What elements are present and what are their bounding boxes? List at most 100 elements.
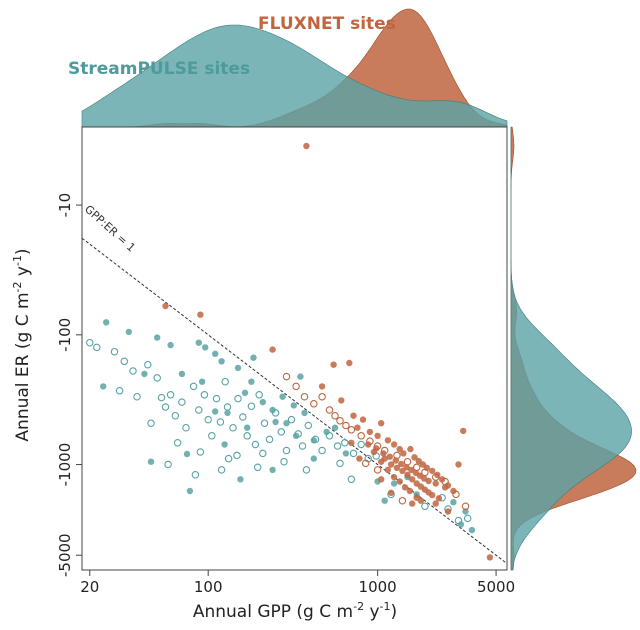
point-streampulse-filled <box>212 408 219 415</box>
point-fluxnet-filled <box>417 497 425 504</box>
point-fluxnet-filled <box>338 397 345 404</box>
point-streampulse-filled <box>301 409 308 417</box>
scatter-points <box>86 142 494 561</box>
point-fluxnet-filled <box>401 484 409 491</box>
point-streampulse-filled <box>195 339 202 346</box>
point-fluxnet-open <box>357 432 365 440</box>
point-streampulse-open <box>357 440 365 449</box>
point-streampulse-open <box>195 406 203 414</box>
point-streampulse-open <box>318 446 326 455</box>
legend-streampulse-label: StreamPULSE sites <box>68 59 250 79</box>
point-streampulse-filled <box>202 344 209 351</box>
point-fluxnet-open <box>403 457 412 466</box>
point-streampulse-open <box>182 423 190 432</box>
point-fluxnet-filled <box>404 471 411 478</box>
point-streampulse-open <box>454 516 463 525</box>
point-streampulse-open <box>259 449 267 458</box>
point-fluxnet-filled <box>432 500 439 507</box>
point-streampulse-open <box>251 440 260 449</box>
point-streampulse-open <box>229 423 237 432</box>
point-streampulse-open <box>217 466 226 474</box>
point-streampulse-open <box>260 419 269 427</box>
point-streampulse-open <box>93 343 101 352</box>
point-streampulse-open <box>255 391 263 399</box>
point-fluxnet-filled <box>486 554 494 561</box>
point-fluxnet-open <box>412 463 421 472</box>
point-streampulse-open <box>253 463 262 472</box>
point-fluxnet-open <box>318 392 326 401</box>
point-fluxnet-open <box>373 466 382 474</box>
point-fluxnet-filled <box>393 464 401 471</box>
point-fluxnet-open <box>461 502 470 511</box>
point-fluxnet-open <box>441 477 449 486</box>
point-fluxnet-open <box>398 496 407 505</box>
point-streampulse-open <box>247 402 256 410</box>
point-streampulse-open <box>178 398 186 406</box>
point-streampulse-open <box>341 439 349 447</box>
point-streampulse-filled <box>297 373 304 380</box>
point-streampulse-open <box>166 391 175 399</box>
point-fluxnet-filled <box>396 478 403 485</box>
point-streampulse-filled <box>248 378 255 385</box>
point-streampulse-open <box>298 442 307 450</box>
point-streampulse-open <box>239 413 247 421</box>
point-streampulse-filled <box>283 420 290 427</box>
point-streampulse-filled <box>154 334 161 341</box>
point-streampulse-open <box>463 514 472 523</box>
point-fluxnet-filled <box>407 445 414 453</box>
point-streampulse-filled <box>224 409 231 417</box>
y-tick-label: -10 <box>56 193 74 218</box>
point-streampulse-open <box>147 419 155 427</box>
point-streampulse-filled <box>259 398 266 406</box>
point-streampulse-open <box>234 394 242 403</box>
point-fluxnet-open <box>342 421 350 430</box>
point-streampulse-filled <box>147 458 155 465</box>
point-streampulse-open <box>173 439 182 447</box>
point-streampulse-filled <box>241 389 249 396</box>
point-fluxnet-filled <box>378 420 385 427</box>
point-fluxnet-filled <box>378 458 385 465</box>
point-fluxnet-filled <box>197 311 204 318</box>
point-streampulse-open <box>144 360 152 369</box>
point-streampulse-open <box>208 432 216 440</box>
point-streampulse-open <box>224 454 233 463</box>
point-streampulse-open <box>129 367 137 375</box>
point-streampulse-filled <box>381 497 388 504</box>
point-fluxnet-filled <box>350 412 357 419</box>
point-fluxnet-filled <box>441 484 449 491</box>
point-fluxnet-filled <box>435 495 443 502</box>
point-streampulse-open <box>336 459 344 468</box>
point-fluxnet-filled <box>365 441 372 448</box>
point-streampulse-open <box>189 382 198 391</box>
point-fluxnet-filled <box>384 466 392 474</box>
y-tick-label: -1000 <box>56 443 74 487</box>
x-tick-label: 5000 <box>477 578 515 596</box>
point-streampulse-open <box>133 392 141 401</box>
y-axis-label: Annual ER (g C m-2 y-1) <box>11 248 33 441</box>
point-streampulse-open <box>349 449 358 458</box>
point-streampulse-open <box>223 403 232 411</box>
point-streampulse-filled <box>141 370 148 378</box>
point-streampulse-open <box>196 448 205 456</box>
one-to-one-line <box>81 237 508 564</box>
point-fluxnet-open <box>310 400 318 408</box>
point-streampulse-open <box>243 432 251 440</box>
point-fluxnet-filled <box>400 450 407 457</box>
point-streampulse-filled <box>183 450 191 458</box>
point-streampulse-open <box>347 475 356 484</box>
point-streampulse-filled <box>457 521 465 528</box>
point-streampulse-open <box>421 502 429 511</box>
point-fluxnet-filled <box>432 480 439 487</box>
x-tick-label: 1000 <box>359 578 397 596</box>
point-streampulse-filled <box>178 370 186 378</box>
point-streampulse-open <box>325 432 334 440</box>
point-fluxnet-filled <box>346 359 353 367</box>
point-fluxnet-filled <box>269 346 276 353</box>
point-fluxnet-filled <box>408 466 415 474</box>
point-streampulse-open <box>277 428 286 436</box>
point-streampulse-filled <box>290 402 297 409</box>
y-tick-label: -5000 <box>56 533 74 577</box>
point-fluxnet-open <box>331 411 339 420</box>
point-streampulse-open <box>161 403 170 411</box>
point-fluxnet-filled <box>387 489 395 496</box>
